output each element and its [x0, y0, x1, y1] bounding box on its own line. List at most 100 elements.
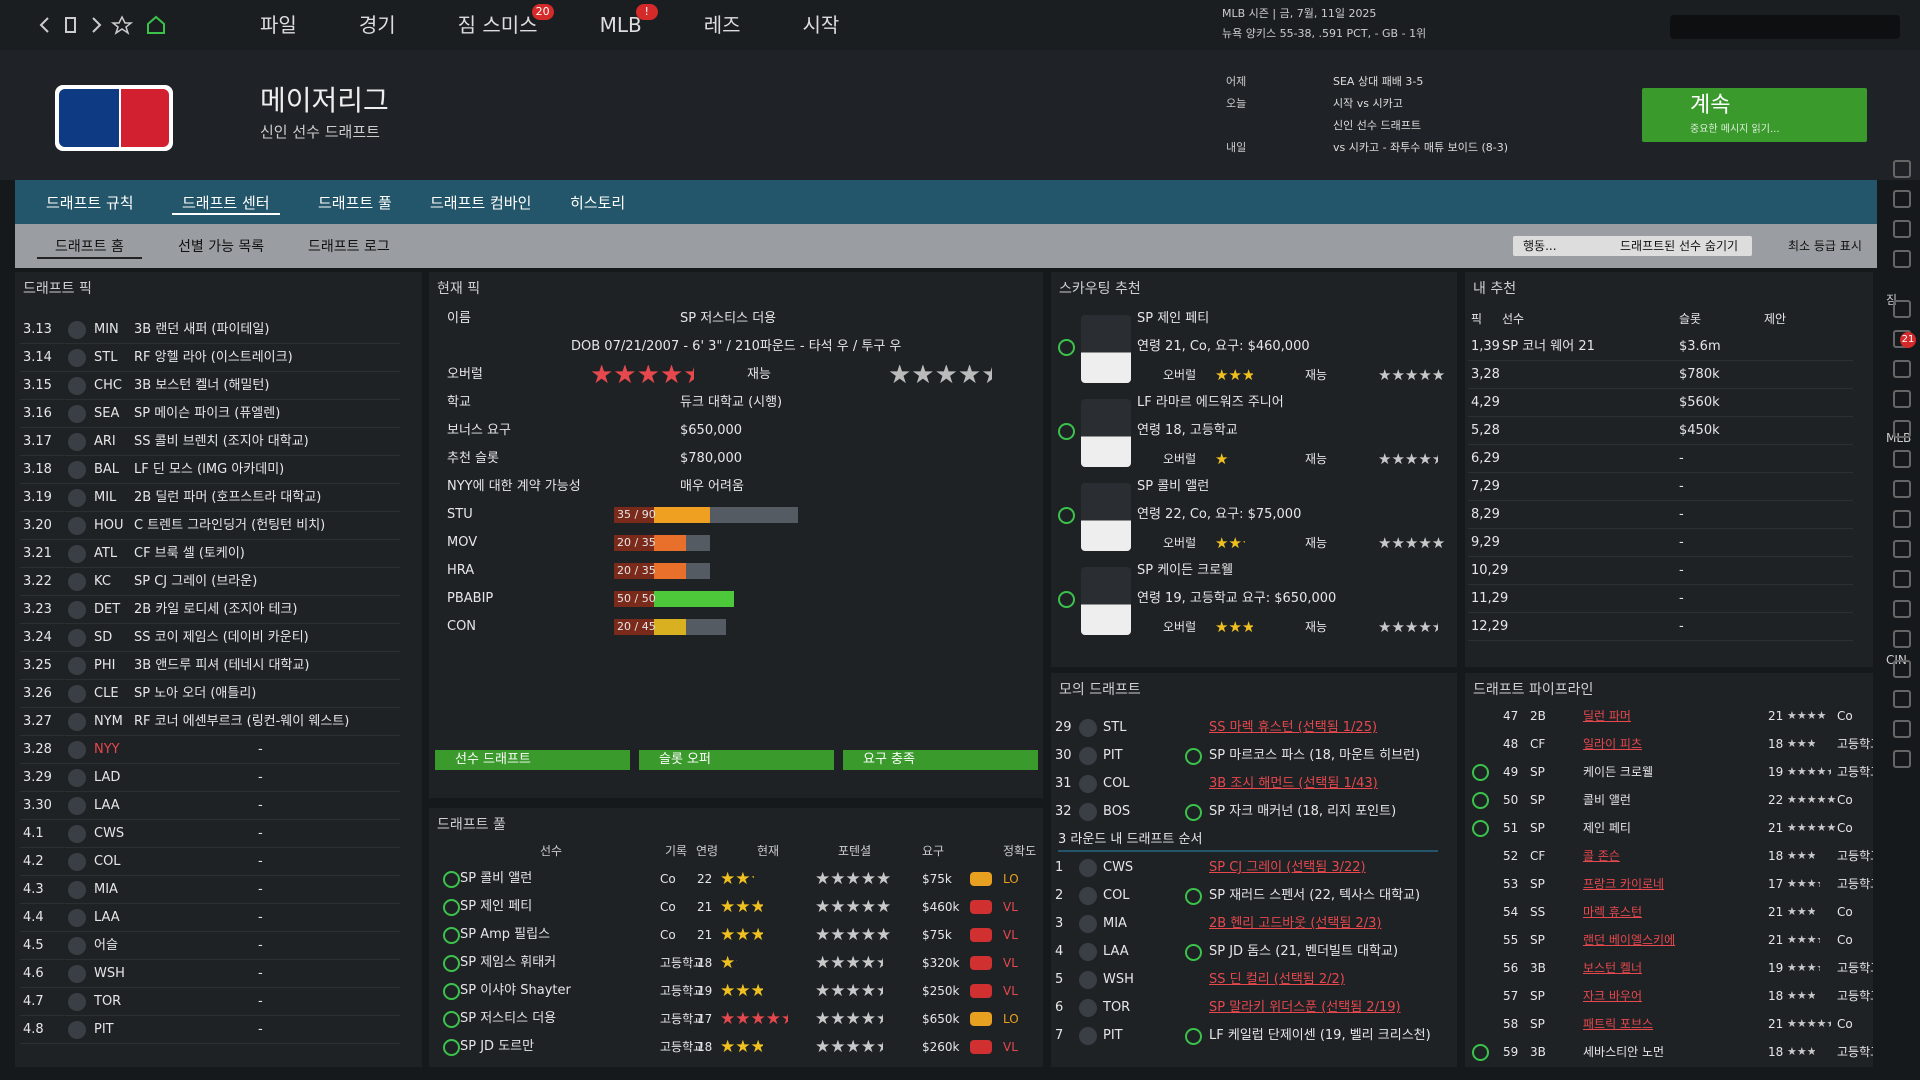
page-subtitle: 신인 선수 드래프트 [260, 123, 380, 141]
menu-item[interactable]: 경기 [358, 13, 396, 37]
pipe-name[interactable]: 자크 바우어 [1583, 989, 1643, 1003]
tab[interactable]: 히스토리 [570, 194, 626, 212]
panel-title: 내 추천 [1473, 281, 1517, 297]
mock-player: LF 케일럽 단제이센 (19, 벨리 크리스천) [1209, 1028, 1431, 1043]
panel-title: 모의 드래프트 [1059, 682, 1141, 698]
hide-button[interactable]: 드래프트된 선수 숨기기 [1606, 236, 1753, 256]
add-icon[interactable] [443, 983, 460, 1000]
pipe-name[interactable]: 일라이 피츠 [1583, 737, 1643, 751]
tab[interactable]: 드래프트 풀 [318, 194, 392, 212]
pick-team: WSH [94, 966, 125, 981]
label: 오버럴 [1163, 536, 1197, 550]
menu-item[interactable]: 시작 [802, 13, 840, 37]
add-icon[interactable] [1058, 507, 1075, 524]
pipe-school: Co [1837, 905, 1853, 919]
pipe-school: 고등학교 [1837, 989, 1873, 1003]
add-icon[interactable] [1472, 820, 1489, 837]
sidebar-icon[interactable] [1893, 190, 1911, 208]
menu-item[interactable]: 짐 스미스 [457, 13, 538, 37]
nav-icons[interactable] [30, 14, 170, 36]
pick-number: 4.2 [23, 854, 44, 869]
pipe-name[interactable]: 딜런 파머 [1583, 709, 1631, 723]
action-button[interactable]: 요구 충족 [843, 750, 1038, 770]
mock-player[interactable]: 3B 조시 해먼드 (선택됨 1/43) [1209, 776, 1378, 791]
rec-pick: 6,29 [1471, 451, 1500, 466]
action-select[interactable]: 행동... [1513, 236, 1611, 256]
sidebar-icon[interactable] [1893, 510, 1911, 528]
add-icon[interactable] [1472, 764, 1489, 781]
sidebar-icon[interactable] [1893, 300, 1911, 318]
menu-item[interactable]: 레즈 [703, 13, 741, 37]
pipe-name[interactable]: 보스턴 켈너 [1583, 961, 1643, 975]
pipe-name[interactable]: 랜던 베이엘스키에 [1583, 933, 1676, 947]
add-icon[interactable] [443, 1039, 460, 1056]
sidebar-icon[interactable] [1893, 160, 1911, 178]
sidebar-icon[interactable] [1893, 570, 1911, 588]
mock-no: 2 [1055, 888, 1064, 903]
add-icon[interactable] [443, 871, 460, 888]
add-icon[interactable] [1058, 339, 1075, 356]
add-icon[interactable] [1185, 748, 1202, 765]
add-icon[interactable] [1472, 792, 1489, 809]
subtab[interactable]: 드래프트 홈 [37, 237, 142, 259]
mock-no: 1 [1055, 860, 1064, 875]
add-icon[interactable] [1185, 1028, 1202, 1045]
tab[interactable]: 드래프트 규칙 [46, 194, 134, 212]
sidebar-icon[interactable] [1893, 220, 1911, 238]
sidebar-icon[interactable] [1893, 540, 1911, 558]
sidebar-icon[interactable] [1893, 660, 1911, 678]
subtab[interactable]: 선별 가능 목록 [178, 239, 265, 255]
mock-player[interactable]: SS 딘 컬리 (선택됨 2/2) [1209, 972, 1345, 987]
search-box[interactable] [1670, 15, 1900, 39]
pipe-age: 19 [1768, 961, 1784, 975]
add-icon[interactable] [443, 1011, 460, 1028]
pipe-name[interactable]: 프랑크 카이로네 [1583, 877, 1665, 891]
mock-player[interactable]: SP CJ 그레이 (선택됨 3/22) [1209, 860, 1366, 875]
pipe-name[interactable]: 패트릭 포브스 [1583, 1017, 1654, 1031]
checkbox[interactable]: 최소 등급 표시 [1788, 239, 1862, 253]
add-icon[interactable] [1058, 591, 1075, 608]
sidebar-icon[interactable] [1893, 360, 1911, 378]
sidebar-icon[interactable] [1893, 450, 1911, 468]
sidebar-icon[interactable] [1893, 420, 1911, 438]
action-button[interactable]: 슬롯 오퍼 [639, 750, 834, 770]
pick-team: MIN [94, 322, 119, 337]
tab[interactable]: 드래프트 센터 [172, 193, 280, 215]
sidebar-icon[interactable] [1893, 750, 1911, 768]
mock-player[interactable]: SP 말라키 위더스푼 (선택됨 2/19) [1209, 1000, 1401, 1015]
add-icon[interactable] [1058, 423, 1075, 440]
add-icon[interactable] [1472, 1044, 1489, 1061]
sidebar-icon[interactable] [1893, 630, 1911, 648]
pipe-name[interactable]: 콜 존슨 [1583, 849, 1620, 863]
add-icon[interactable] [443, 899, 460, 916]
row-divider [1468, 556, 1853, 557]
action-button[interactable]: 선수 드래프트 [435, 750, 630, 770]
pipe-school: Co [1837, 793, 1853, 807]
add-icon[interactable] [1185, 888, 1202, 905]
row-divider [20, 791, 400, 792]
stars: ★★★★★ [1787, 961, 1820, 974]
pick-player: - [258, 770, 263, 785]
add-icon[interactable] [443, 927, 460, 944]
sidebar-icon[interactable] [1893, 250, 1911, 268]
sidebar-icon[interactable] [1893, 600, 1911, 618]
continue-button[interactable] [1642, 88, 1867, 142]
mock-no: 5 [1055, 972, 1064, 987]
pick-number: 3.26 [23, 686, 52, 701]
mock-player[interactable]: 2B 헨리 고드바웃 (선택됨 2/3) [1209, 916, 1382, 931]
sidebar-icon[interactable] [1893, 390, 1911, 408]
add-icon[interactable] [1185, 944, 1202, 961]
add-icon[interactable] [443, 955, 460, 972]
subtab[interactable]: 드래프트 로그 [308, 239, 390, 255]
pipe-name[interactable]: 마렉 휴스턴 [1583, 905, 1643, 919]
menu-item[interactable]: MLB [599, 13, 642, 37]
menu-item[interactable]: 파일 [260, 13, 297, 37]
add-icon[interactable] [1185, 804, 1202, 821]
tab[interactable]: 드래프트 컴바인 [430, 194, 532, 212]
sidebar-icon[interactable] [1893, 720, 1911, 738]
sidebar-icon[interactable] [1893, 480, 1911, 498]
mock-player[interactable]: SS 마렉 휴스턴 (선택됨 1/25) [1209, 720, 1378, 735]
mock-team: TOR [1103, 1000, 1131, 1015]
sidebar-icon[interactable] [1893, 690, 1911, 708]
column-header: 선수 [1502, 312, 1525, 326]
